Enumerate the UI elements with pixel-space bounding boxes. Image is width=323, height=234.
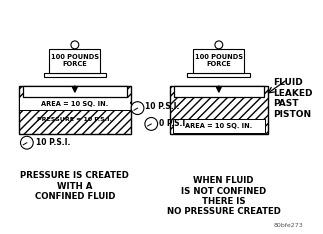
Bar (23, 86, 127, 97)
Bar (173, 119, 265, 133)
Circle shape (71, 41, 79, 49)
Text: 10 P.S.I.: 10 P.S.I. (36, 138, 70, 147)
Text: PRESSURE = 10 P.S.I.: PRESSURE = 10 P.S.I. (37, 117, 112, 122)
Text: 100 POUNDS
FORCE: 100 POUNDS FORCE (51, 54, 99, 67)
Bar (193, 49, 244, 73)
Text: 0 P.S.I.: 0 P.S.I. (159, 119, 188, 128)
Circle shape (145, 117, 158, 130)
Circle shape (20, 136, 33, 149)
Bar (170, 86, 268, 134)
Text: AREA = 10 SQ. IN.: AREA = 10 SQ. IN. (185, 123, 253, 129)
Bar (174, 86, 264, 97)
Circle shape (215, 41, 223, 49)
Text: 100 POUNDS
FORCE: 100 POUNDS FORCE (195, 54, 243, 67)
Text: 80bfe273: 80bfe273 (273, 223, 303, 228)
Bar (187, 73, 250, 77)
Text: FLUID
LEAKED
PAST
PISTON: FLUID LEAKED PAST PISTON (273, 78, 312, 119)
Bar (44, 73, 106, 77)
Bar (49, 49, 100, 73)
Text: AREA = 10 SQ. IN.: AREA = 10 SQ. IN. (41, 101, 109, 107)
Text: WHEN FLUID
IS NOT CONFINED
THERE IS
NO PRESSURE CREATED: WHEN FLUID IS NOT CONFINED THERE IS NO P… (167, 176, 281, 216)
Text: PRESSURE IS CREATED
WITH A
CONFINED FLUID: PRESSURE IS CREATED WITH A CONFINED FLUI… (20, 171, 129, 201)
Bar (20, 98, 130, 110)
Circle shape (131, 102, 144, 114)
Text: 10 P.S.I.: 10 P.S.I. (145, 102, 180, 111)
Bar (19, 86, 131, 134)
